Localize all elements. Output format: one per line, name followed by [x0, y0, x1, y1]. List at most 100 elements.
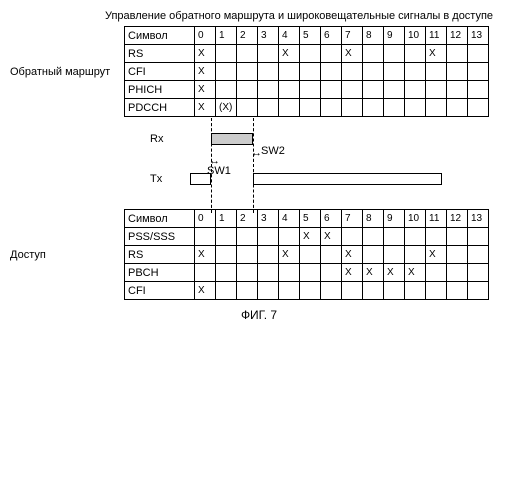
- col-number: 4: [279, 27, 300, 45]
- table-cell: [216, 63, 237, 81]
- table-cell: [216, 264, 237, 282]
- col-number: 9: [384, 27, 405, 45]
- table-cell: [426, 282, 447, 300]
- table-cell: [258, 63, 279, 81]
- table-cell: [468, 264, 489, 282]
- col-number: 10: [405, 210, 426, 228]
- table-cell: [426, 81, 447, 99]
- table-cell: X: [342, 246, 363, 264]
- col-number: 1: [216, 27, 237, 45]
- table-cell: [195, 264, 216, 282]
- rx-label: Rx: [150, 133, 163, 145]
- backhaul-table: Символ012345678910111213RSXXXXCFIXPHICHX…: [124, 26, 489, 117]
- table-cell: [342, 282, 363, 300]
- table-cell: X: [405, 264, 426, 282]
- table-cell: [237, 81, 258, 99]
- table-cell: [300, 63, 321, 81]
- col-number: 5: [300, 210, 321, 228]
- table-cell: [321, 264, 342, 282]
- table-cell: [405, 81, 426, 99]
- table-cell: [426, 228, 447, 246]
- timing-diagram: RxTx↔SW1↔SW2: [120, 123, 508, 203]
- table-cell: [447, 45, 468, 63]
- row-label: PSS/SSS: [125, 228, 195, 246]
- table-cell: [258, 264, 279, 282]
- table-cell: [342, 228, 363, 246]
- table-cell: [216, 246, 237, 264]
- backhaul-label: Обратный маршрут: [10, 66, 124, 78]
- col-number: 11: [426, 27, 447, 45]
- tx-label: Tx: [150, 173, 162, 185]
- page-title: Управление обратного маршрута и широкове…: [90, 10, 508, 22]
- table-cell: [237, 282, 258, 300]
- table-cell: [300, 99, 321, 117]
- table-cell: X: [195, 99, 216, 117]
- sw1-label: SW1: [207, 165, 231, 177]
- table-cell: X: [342, 264, 363, 282]
- col-number: 5: [300, 27, 321, 45]
- col-number: 2: [237, 27, 258, 45]
- col-header-symbol: Символ: [125, 210, 195, 228]
- table-cell: [321, 63, 342, 81]
- table-cell: [447, 228, 468, 246]
- table-cell: [468, 246, 489, 264]
- access-table: Символ012345678910111213PSS/SSSXXRSXXXXP…: [124, 209, 489, 300]
- backhaul-section: Обратный маршрут Символ01234567891011121…: [10, 26, 508, 117]
- table-cell: [300, 282, 321, 300]
- access-label: Доступ: [10, 249, 124, 261]
- rx-box: [211, 133, 253, 145]
- col-number: 12: [447, 210, 468, 228]
- col-number: 1: [216, 210, 237, 228]
- table-cell: [384, 63, 405, 81]
- table-cell: [426, 99, 447, 117]
- table-cell: [216, 282, 237, 300]
- figure-label: ФИГ. 7: [10, 308, 508, 322]
- table-cell: [447, 99, 468, 117]
- table-cell: [363, 99, 384, 117]
- table-cell: [258, 282, 279, 300]
- col-number: 13: [468, 27, 489, 45]
- table-cell: [363, 81, 384, 99]
- table-cell: [258, 246, 279, 264]
- table-cell: [279, 81, 300, 99]
- col-number: 9: [384, 210, 405, 228]
- table-cell: [237, 228, 258, 246]
- table-cell: [321, 246, 342, 264]
- row-label: PHICH: [125, 81, 195, 99]
- table-cell: X: [195, 246, 216, 264]
- table-cell: [237, 99, 258, 117]
- table-cell: X: [426, 246, 447, 264]
- table-cell: [216, 81, 237, 99]
- table-cell: [363, 228, 384, 246]
- table-cell: X: [384, 264, 405, 282]
- table-cell: [321, 81, 342, 99]
- table-cell: [468, 99, 489, 117]
- col-number: 4: [279, 210, 300, 228]
- table-cell: [405, 63, 426, 81]
- table-cell: [237, 63, 258, 81]
- table-cell: [279, 228, 300, 246]
- table-cell: [405, 99, 426, 117]
- table-cell: [342, 81, 363, 99]
- table-cell: [468, 63, 489, 81]
- table-cell: X: [195, 63, 216, 81]
- table-cell: X: [279, 45, 300, 63]
- col-number: 11: [426, 210, 447, 228]
- table-cell: [216, 228, 237, 246]
- col-number: 13: [468, 210, 489, 228]
- table-cell: [363, 282, 384, 300]
- col-number: 6: [321, 27, 342, 45]
- table-cell: [384, 228, 405, 246]
- tx-box-2: [253, 173, 442, 185]
- table-cell: X: [300, 228, 321, 246]
- col-header-symbol: Символ: [125, 27, 195, 45]
- table-cell: [258, 99, 279, 117]
- row-label: CFI: [125, 63, 195, 81]
- col-number: 3: [258, 27, 279, 45]
- table-cell: [237, 264, 258, 282]
- table-cell: [384, 81, 405, 99]
- access-section: Доступ Символ012345678910111213PSS/SSSXX…: [10, 209, 508, 300]
- table-cell: X: [426, 45, 447, 63]
- table-cell: [279, 99, 300, 117]
- col-number: 12: [447, 27, 468, 45]
